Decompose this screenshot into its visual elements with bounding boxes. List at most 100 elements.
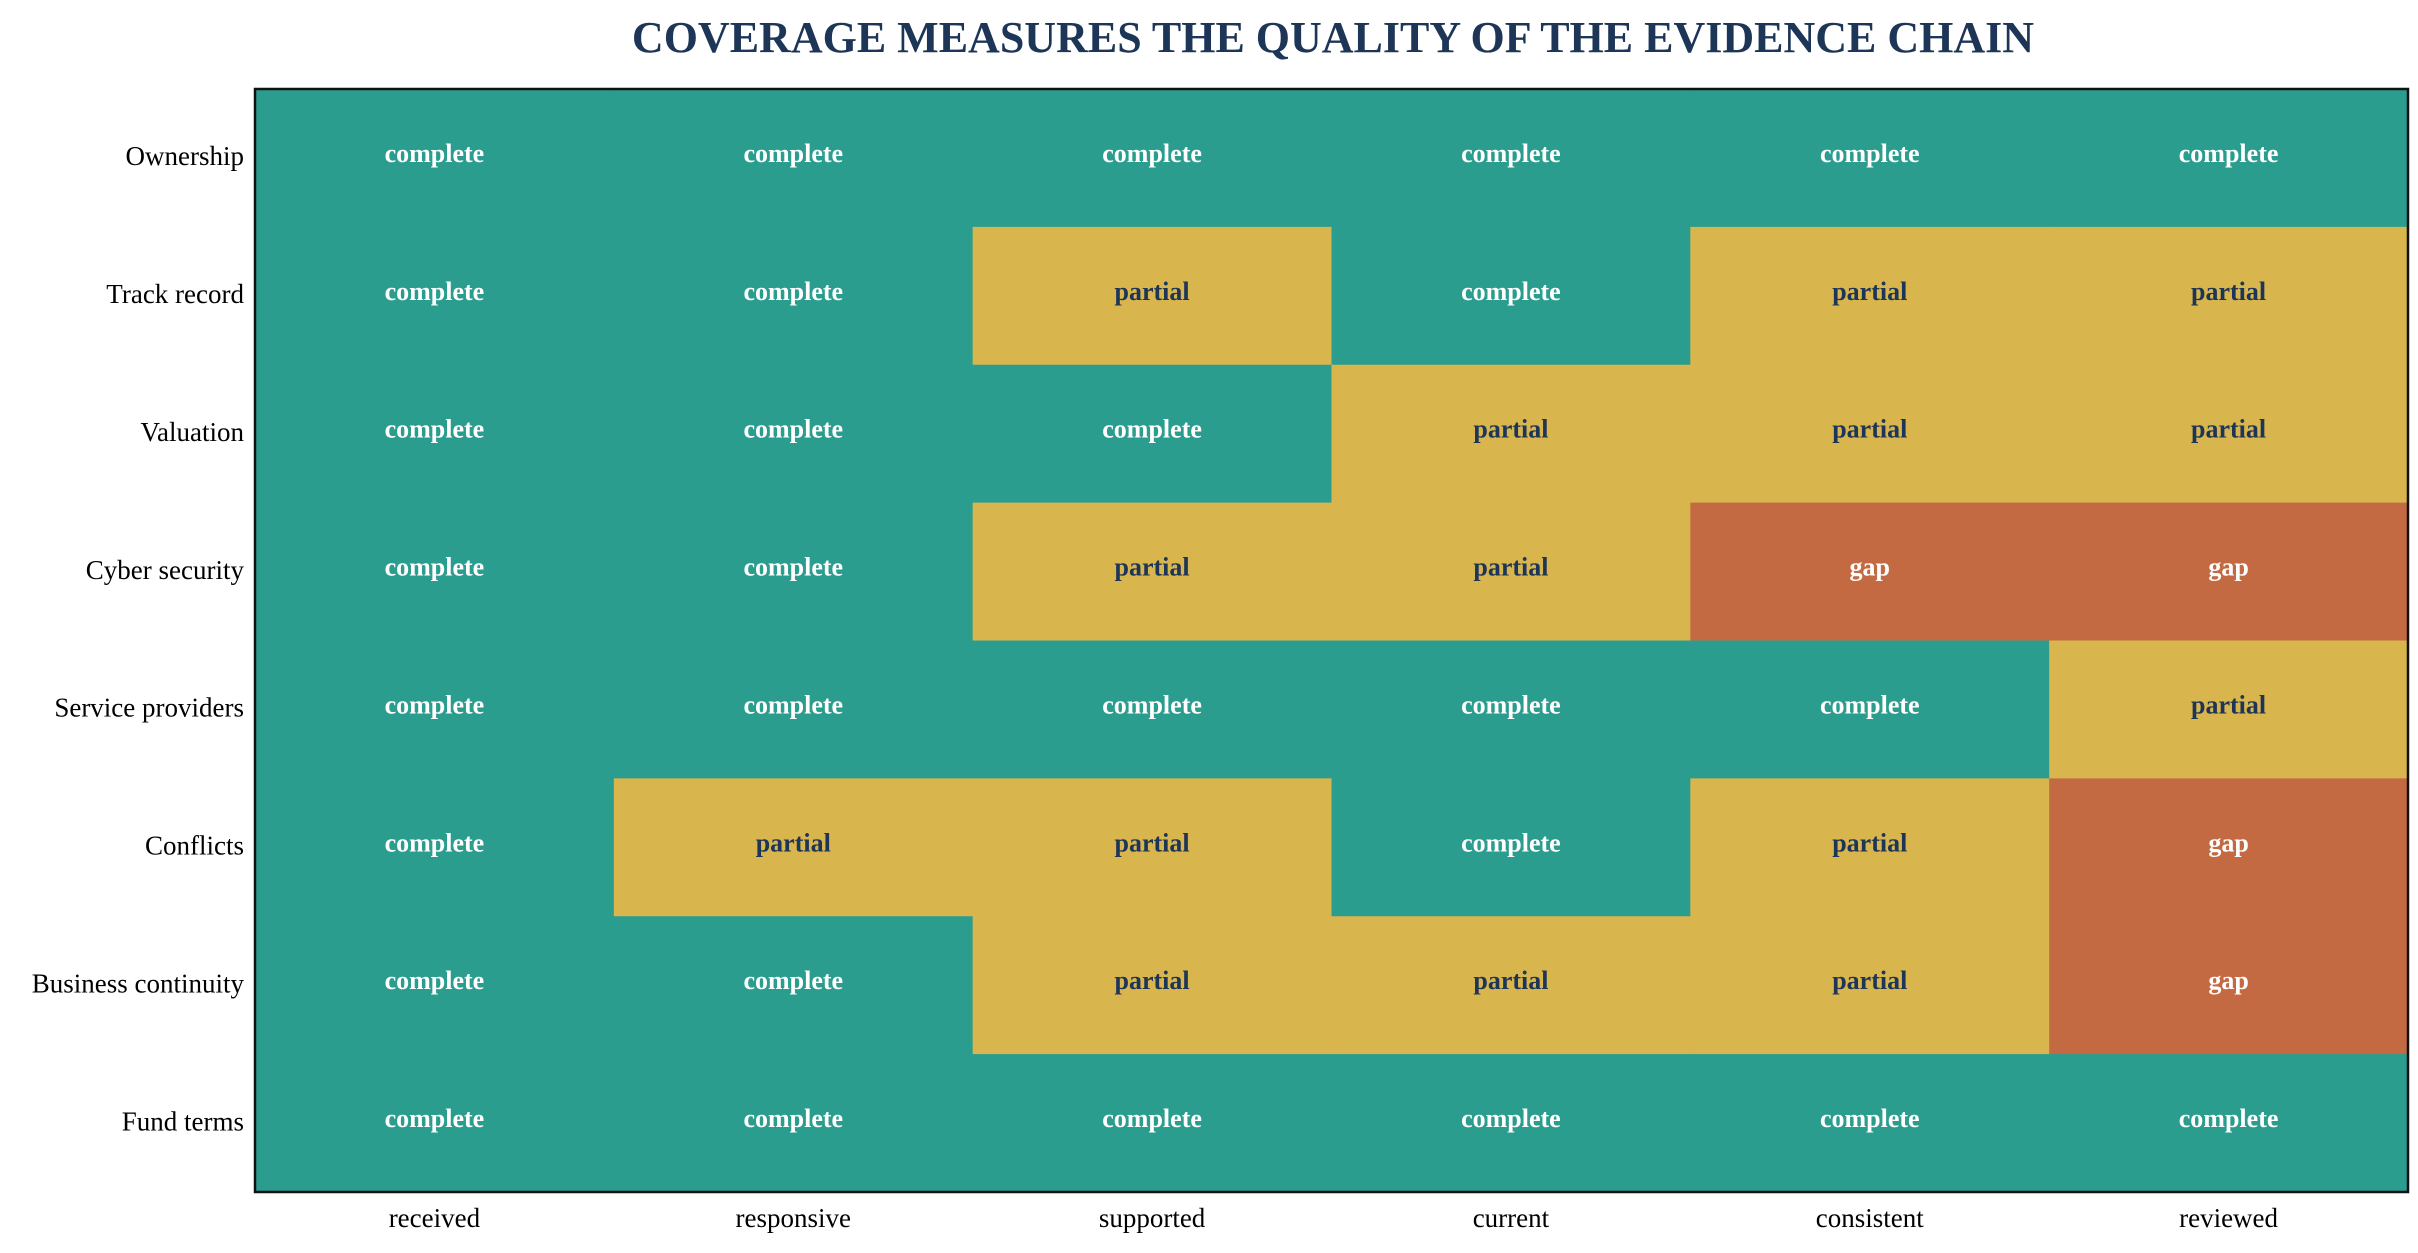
row-label: Conflicts bbox=[145, 831, 244, 861]
cell-label: gap bbox=[2208, 828, 2248, 857]
heatmap-cell bbox=[1690, 502, 2050, 642]
cell-label: complete bbox=[385, 966, 485, 995]
heatmap-cell bbox=[613, 1054, 974, 1193]
heatmap-cell bbox=[255, 364, 615, 504]
heatmap-cell bbox=[972, 1054, 1333, 1193]
chart-title: COVERAGE MEASURES THE QUALITY OF THE EVI… bbox=[632, 13, 2034, 62]
cell-label: complete bbox=[1820, 1104, 1920, 1133]
cell-label: complete bbox=[2179, 1104, 2279, 1133]
cell-label: complete bbox=[1102, 1104, 1202, 1133]
heatmap-cell bbox=[1331, 502, 1691, 642]
heatmap-cell bbox=[1690, 778, 2050, 917]
heatmap-cell bbox=[1331, 916, 1691, 1055]
cell-label: partial bbox=[2191, 277, 2266, 306]
cell-labels: complete complete complete complete complete… bbox=[385, 139, 2279, 1133]
cell-label: complete bbox=[1461, 690, 1561, 719]
heatmap-cell bbox=[255, 778, 615, 917]
cell-label: complete bbox=[385, 690, 485, 719]
cell-label: partial bbox=[1115, 277, 1190, 306]
heatmap-cell bbox=[2049, 364, 2409, 504]
heatmap-cell bbox=[255, 916, 615, 1055]
cell-label: complete bbox=[743, 415, 843, 444]
cell-label: complete bbox=[743, 139, 843, 168]
cell-label: partial bbox=[1115, 828, 1190, 857]
heatmap-cell bbox=[613, 778, 974, 917]
heatmap-cell bbox=[2049, 226, 2409, 366]
row-label: Business continuity bbox=[32, 968, 245, 998]
heatmap-cell bbox=[1331, 364, 1691, 504]
cell-label: partial bbox=[1473, 966, 1548, 995]
heatmap-cell bbox=[2049, 89, 2409, 228]
cell-label: complete bbox=[1461, 1104, 1561, 1133]
heatmap-cell bbox=[613, 364, 974, 504]
cell-label: complete bbox=[385, 139, 485, 168]
heatmap-cell bbox=[1331, 226, 1691, 366]
heatmap-cell bbox=[2049, 778, 2409, 917]
heatmap-cell bbox=[1690, 916, 2050, 1055]
heatmap-cell bbox=[972, 916, 1333, 1055]
cell-label: complete bbox=[1820, 690, 1920, 719]
cell-label: complete bbox=[385, 553, 485, 582]
cell-label: gap bbox=[1850, 553, 1890, 582]
heatmap-cell bbox=[972, 89, 1333, 228]
cell-label: complete bbox=[1102, 690, 1202, 719]
cell-label: complete bbox=[743, 277, 843, 306]
cell-label: partial bbox=[1832, 966, 1907, 995]
cell-label: partial bbox=[1832, 828, 1907, 857]
cell-label: partial bbox=[1832, 415, 1907, 444]
cell-label: complete bbox=[2179, 139, 2279, 168]
heatmap-cell bbox=[1690, 640, 2050, 779]
cell-label: gap bbox=[2208, 553, 2248, 582]
cell-label: complete bbox=[1102, 139, 1202, 168]
heatmap-cell bbox=[972, 502, 1333, 642]
heatmap-cell bbox=[2049, 916, 2409, 1055]
heatmap-cell bbox=[2049, 1054, 2409, 1193]
heatmap-cell bbox=[1331, 640, 1691, 779]
heatmap-cell bbox=[255, 502, 615, 642]
heatmap-cell bbox=[2049, 502, 2409, 642]
cell-label: complete bbox=[385, 415, 485, 444]
heatmap-cell bbox=[613, 640, 974, 779]
heatmap-cell bbox=[972, 364, 1333, 504]
cell-label: complete bbox=[1102, 415, 1202, 444]
cell-label: complete bbox=[385, 1104, 485, 1133]
cell-label: gap bbox=[2208, 966, 2248, 995]
plot-frame bbox=[253, 87, 2410, 1194]
heatmap-cell bbox=[1331, 778, 1691, 917]
heatmap-cell bbox=[1690, 364, 2050, 504]
heatmap-cell bbox=[972, 640, 1333, 779]
column-labels: received responsive supported current consis… bbox=[389, 1203, 2279, 1233]
row-labels: Ownership Track record Valuation Cyber secu… bbox=[32, 141, 245, 1136]
cell-label: partial bbox=[1473, 415, 1548, 444]
row-label: Cyber security bbox=[86, 555, 245, 585]
row-label: Service providers bbox=[54, 693, 244, 723]
row-label: Ownership bbox=[126, 141, 244, 171]
column-label: current bbox=[1473, 1203, 1550, 1233]
column-label: received bbox=[389, 1203, 481, 1233]
heatmap-cell bbox=[255, 226, 615, 366]
heatmap-cell bbox=[1331, 89, 1691, 228]
heatmap-cell bbox=[255, 1054, 615, 1193]
heatmap-cell bbox=[613, 226, 974, 366]
cell-label: partial bbox=[1115, 553, 1190, 582]
heatmap-cells bbox=[255, 89, 2409, 1193]
cell-label: partial bbox=[1115, 966, 1190, 995]
cell-label: complete bbox=[1820, 139, 1920, 168]
cell-label: complete bbox=[385, 277, 485, 306]
cell-label: complete bbox=[1461, 139, 1561, 168]
heatmap-cell bbox=[1690, 226, 2050, 366]
cell-label: complete bbox=[743, 1104, 843, 1133]
heatmap-cell bbox=[972, 226, 1333, 366]
heatmap-cell bbox=[1690, 89, 2050, 228]
heatmap-cell bbox=[972, 778, 1333, 917]
column-label: responsive bbox=[736, 1203, 851, 1233]
heatmap-cell bbox=[1331, 1054, 1691, 1193]
cell-label: partial bbox=[756, 828, 831, 857]
row-label: Fund terms bbox=[122, 1106, 244, 1136]
row-label: Valuation bbox=[141, 417, 245, 447]
row-label: Track record bbox=[106, 279, 244, 309]
heatmap-cell bbox=[255, 89, 615, 228]
column-label: consistent bbox=[1816, 1203, 1924, 1233]
cell-label: partial bbox=[2191, 415, 2266, 444]
